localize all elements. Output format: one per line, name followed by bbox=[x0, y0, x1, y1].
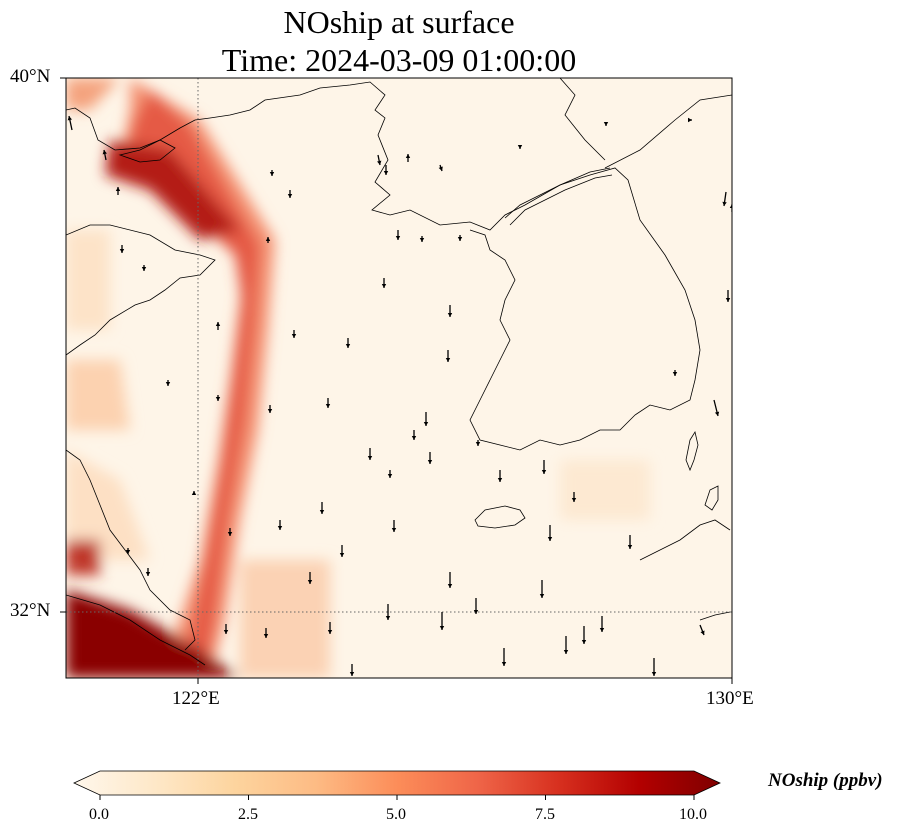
wind-arrow-head bbox=[339, 553, 345, 557]
wind-arrow-head bbox=[263, 634, 269, 638]
wind-arrow-head bbox=[307, 580, 313, 584]
wind-vectors bbox=[67, 115, 732, 676]
wind-arrow-head bbox=[541, 470, 547, 474]
wind-arrow-head bbox=[700, 630, 705, 635]
colorbar-tick-5: 5.0 bbox=[386, 806, 406, 823]
wind-arrow-head bbox=[291, 334, 297, 338]
wind-arrow-head bbox=[672, 372, 678, 376]
wind-arrow-head bbox=[475, 442, 481, 446]
wind-arrow-head bbox=[447, 313, 453, 317]
wind-arrow-head bbox=[327, 630, 333, 634]
wind-arrow-head bbox=[345, 344, 351, 348]
wind-arrow-head bbox=[423, 422, 429, 426]
wind-arrow-head bbox=[391, 528, 397, 532]
lon-tick-122e: 122°E bbox=[172, 688, 220, 709]
wind-arrow-head bbox=[267, 409, 273, 413]
lon-tick-130e: 130°E bbox=[706, 688, 754, 709]
wind-arrow-head bbox=[599, 628, 605, 632]
wind-arrow-head bbox=[277, 526, 283, 530]
wind-arrow-head bbox=[215, 322, 221, 326]
colorbar-tick-2-5: 2.5 bbox=[238, 806, 258, 823]
wind-arrow-head bbox=[603, 122, 609, 126]
map-title: NOship at surface bbox=[283, 4, 515, 40]
wind-arrow-head bbox=[377, 160, 382, 165]
wind-arrow-head bbox=[102, 150, 107, 155]
wind-arrow-head bbox=[145, 572, 151, 576]
wind-arrow-head bbox=[729, 204, 732, 208]
wind-arrow-head bbox=[722, 201, 727, 206]
wind-arrow-head bbox=[571, 498, 577, 502]
wind-arrow-head bbox=[125, 550, 131, 554]
wind-arrow-head bbox=[385, 616, 391, 620]
wind-arrow-head bbox=[383, 171, 389, 175]
wind-arrow-head bbox=[367, 456, 373, 460]
wind-arrow-head bbox=[581, 640, 587, 644]
colorbar-tick-10: 10.0 bbox=[679, 806, 707, 823]
wind-arrow-head bbox=[287, 194, 293, 198]
wind-arrow-head bbox=[265, 237, 271, 241]
wind-arrow-head bbox=[501, 662, 507, 666]
wind-arrow-head bbox=[438, 166, 443, 171]
wind-arrow-head bbox=[165, 382, 171, 386]
wind-arrow-head bbox=[223, 630, 229, 634]
colorbar-label: NOship (ppbv) bbox=[768, 770, 883, 791]
wind-arrow-head bbox=[269, 172, 275, 176]
wind-arrow-head bbox=[387, 474, 393, 478]
wind-arrow-head bbox=[405, 154, 411, 158]
lat-tick-40n: 40°N bbox=[10, 66, 51, 87]
wind-arrow-head bbox=[688, 117, 692, 123]
wind-arrow-head bbox=[395, 236, 401, 240]
wind-arrow-head bbox=[457, 237, 463, 241]
wind-arrow-head bbox=[517, 145, 523, 149]
coastlines bbox=[66, 78, 732, 666]
wind-arrow-head bbox=[119, 249, 125, 253]
wind-arrow-head bbox=[714, 411, 720, 416]
wind-arrow-head bbox=[445, 358, 451, 362]
wind-arrow-head bbox=[547, 537, 553, 541]
colorbar-tick-0: 0.0 bbox=[89, 806, 109, 823]
wind-arrow-head bbox=[539, 594, 545, 598]
noship-field bbox=[66, 78, 650, 678]
wind-arrow-head bbox=[325, 404, 331, 408]
wind-arrow-head bbox=[563, 650, 569, 654]
map-frame bbox=[65, 77, 733, 679]
wind-arrow-head bbox=[439, 626, 445, 630]
wind-arrow-head bbox=[497, 478, 503, 482]
colorbar-tick-7-5: 7.5 bbox=[535, 806, 555, 823]
wind-arrow-head bbox=[349, 672, 355, 676]
wind-arrow-head bbox=[141, 267, 147, 271]
wind-arrow-head bbox=[627, 545, 633, 549]
wind-arrow-head bbox=[651, 672, 657, 676]
map-subtitle: Time: 2024-03-09 01:00:00 bbox=[221, 42, 577, 78]
wind-arrow-head bbox=[67, 116, 72, 121]
wind-arrow-head bbox=[227, 532, 233, 536]
wind-arrow-head bbox=[191, 491, 197, 495]
wind-arrow-head bbox=[725, 298, 731, 302]
wind-arrow-head bbox=[473, 610, 479, 614]
wind-arrow-head bbox=[381, 284, 387, 288]
wind-arrow-head bbox=[319, 510, 325, 514]
wind-arrow-head bbox=[427, 460, 433, 464]
wind-arrow-head bbox=[215, 397, 221, 401]
lat-tick-32n: 32°N bbox=[10, 600, 51, 621]
wind-arrow-head bbox=[419, 238, 425, 242]
wind-arrow-head bbox=[115, 187, 121, 191]
wind-arrow-head bbox=[447, 584, 453, 588]
wind-arrow-head bbox=[411, 436, 417, 440]
colorbar bbox=[73, 770, 721, 800]
